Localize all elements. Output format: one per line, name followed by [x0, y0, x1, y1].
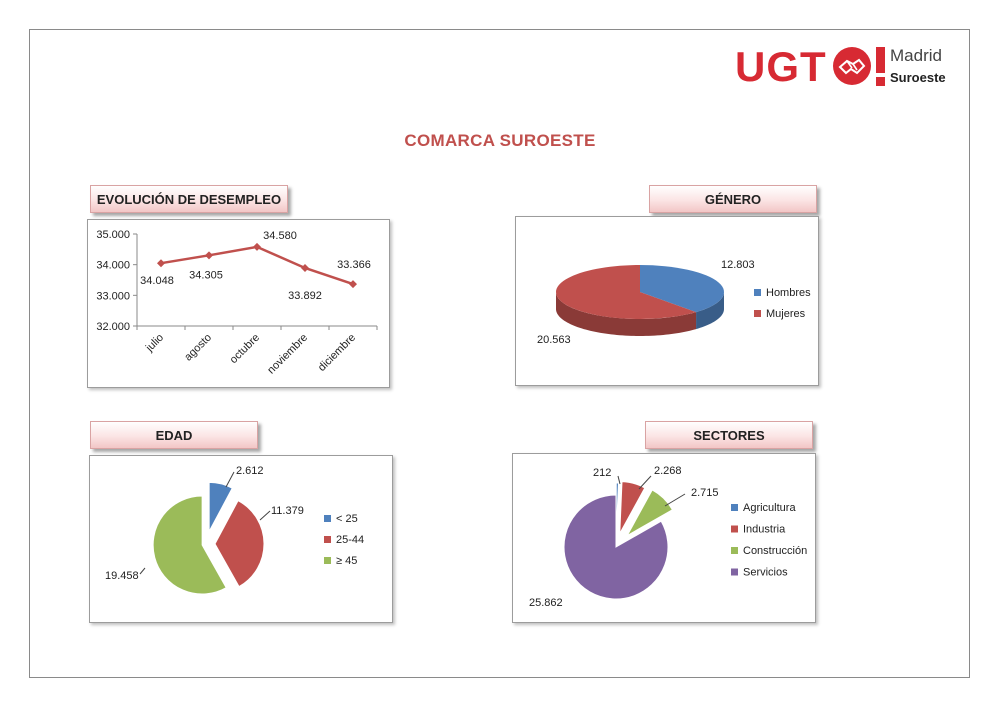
- data-point-marker: [349, 280, 357, 289]
- logo-city: Madrid: [890, 46, 942, 65]
- chart-genero: 12.803 20.563 Hombres Mujeres: [515, 216, 819, 386]
- y-tick-label: 32.000: [96, 321, 130, 333]
- line-chart-svg: 35.000 34.000 33.000 32.000 34.048 34.305 34.5…: [96, 229, 378, 377]
- legend-label: Hombres: [766, 287, 811, 299]
- legend-swatch: [731, 525, 738, 533]
- leader-line: [638, 475, 652, 490]
- data-label: 2.612: [236, 465, 264, 477]
- data-label: 12.803: [721, 259, 755, 271]
- logo-exclamation-dot: [876, 77, 885, 86]
- leader-line: [225, 471, 235, 488]
- data-label: 2.715: [691, 487, 719, 499]
- leader-line: [139, 567, 146, 575]
- leader-line: [617, 475, 621, 485]
- legend-label: 25-44: [336, 534, 364, 546]
- data-label: 34.305: [189, 269, 223, 281]
- page-frame: [29, 29, 970, 678]
- pie-slice-2: [625, 489, 674, 537]
- chart-sectores: 212 2.268 2.715 25.862 Agricultura Industria C…: [512, 453, 816, 623]
- y-tick-label: 34.000: [96, 260, 130, 272]
- chart-edad: 2.612 11.379 19.458 < 25 25-44 ≥ 45: [89, 455, 393, 623]
- pie-slice-1: [619, 481, 646, 534]
- legend-swatch: [731, 504, 738, 511]
- pie-side-mujeres: [556, 292, 697, 336]
- logo-exclamation-bar: [876, 47, 885, 73]
- legend-swatch: [731, 547, 738, 554]
- legend-swatch: [324, 536, 331, 543]
- legend-swatch: [324, 515, 331, 522]
- legend-label: Servicios: [743, 567, 788, 579]
- pie-chart-genero-svg: 12.803 20.563 Hombres Mujeres: [537, 259, 811, 346]
- legend-swatch: [731, 568, 738, 576]
- pie-slice-3: [563, 494, 669, 600]
- ugt-madrid-logo: UGT Madrid Suroeste: [735, 44, 950, 90]
- section-label-sectores: SECTORES: [645, 421, 813, 449]
- section-label-genero: GÉNERO: [649, 185, 817, 213]
- pie-slice-0: [208, 481, 233, 532]
- legend-swatch: [754, 289, 761, 296]
- chart-evolucion: 35.000 34.000 33.000 32.000 34.048 34.305 34.5…: [87, 219, 390, 388]
- handshake-icon: [833, 47, 871, 85]
- logo-ugt-text: UGT: [735, 43, 827, 90]
- pie-slice-hombres: [640, 265, 724, 313]
- section-label-edad: EDAD: [90, 421, 258, 449]
- data-point-marker: [301, 263, 309, 272]
- data-label: 34.580: [263, 230, 297, 242]
- legend-label: Agricultura: [743, 502, 796, 514]
- y-tick-label: 35.000: [96, 229, 130, 241]
- data-label: 34.048: [140, 275, 174, 287]
- legend-swatch: [754, 310, 761, 317]
- x-tick-label: diciembre: [316, 332, 358, 374]
- legend-swatch: [324, 557, 331, 564]
- leader-line: [259, 510, 271, 521]
- pie-slice-1: [214, 500, 265, 588]
- pie-slice-mujeres: [556, 265, 697, 319]
- section-label-evolucion: EVOLUCIÓN DE DESEMPLEO: [90, 185, 288, 213]
- data-label: 25.862: [529, 597, 563, 609]
- pie-slice-2: [152, 495, 227, 595]
- legend-label: Mujeres: [766, 308, 806, 320]
- x-tick-label: noviembre: [265, 332, 310, 377]
- data-label: 33.366: [337, 259, 371, 271]
- pie-chart-edad-svg: 2.612 11.379 19.458 < 25 25-44 ≥ 45: [105, 465, 364, 595]
- x-tick-label: agosto: [182, 332, 214, 364]
- data-label: 20.563: [537, 334, 571, 346]
- pie-slice-0: [615, 482, 620, 536]
- data-label: 11.379: [271, 505, 304, 517]
- leader-line: [664, 493, 686, 507]
- data-point-marker: [253, 242, 261, 251]
- legend-label: < 25: [336, 513, 358, 525]
- data-label: 212: [593, 467, 611, 479]
- data-label: 33.892: [288, 290, 322, 302]
- logo-region: Suroeste: [890, 70, 946, 85]
- x-tick-label: octubre: [228, 332, 262, 366]
- legend-label: Construcción: [743, 545, 807, 557]
- legend-label: ≥ 45: [336, 555, 357, 567]
- data-point-marker: [205, 251, 213, 260]
- data-label: 19.458: [105, 570, 139, 582]
- data-point-marker: [157, 259, 165, 268]
- data-label: 2.268: [654, 465, 682, 477]
- legend-label: Industria: [743, 524, 786, 536]
- page-title: COMARCA SUROESTE: [404, 131, 596, 150]
- x-tick-label: julio: [143, 332, 166, 355]
- pie-side-hombres: [696, 292, 724, 330]
- pie-chart-sectores-svg: 212 2.268 2.715 25.862 Agricultura Industria C…: [529, 465, 807, 609]
- y-tick-label: 33.000: [96, 290, 130, 302]
